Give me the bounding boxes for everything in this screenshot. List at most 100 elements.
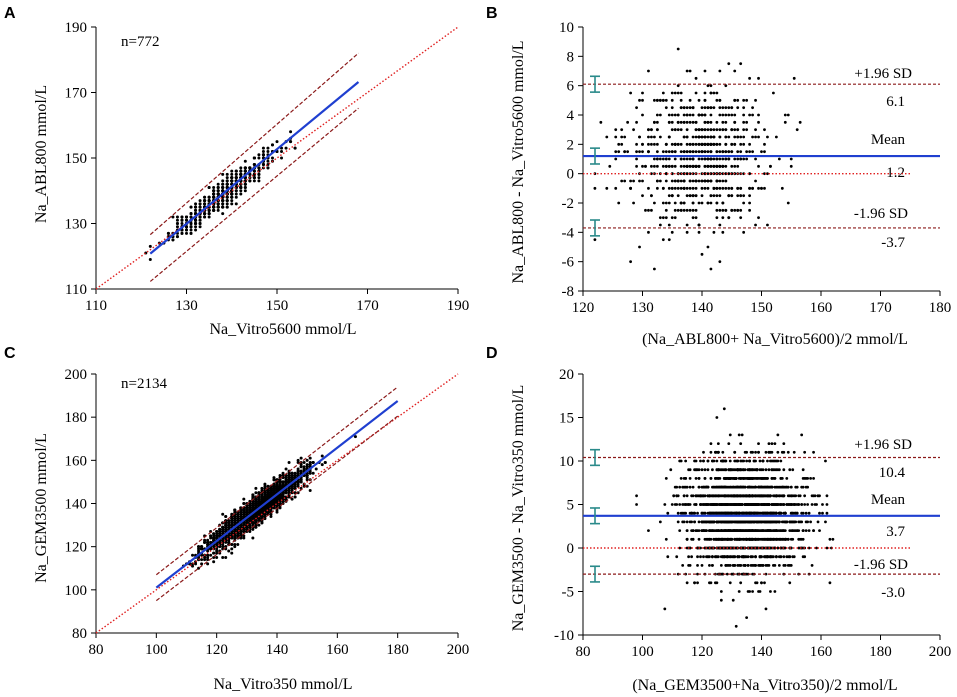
panel-b-point [661, 201, 665, 205]
panel-b-point [658, 135, 662, 139]
panel-b-point [703, 142, 707, 146]
panel-c-point [248, 508, 252, 512]
panel-c-point [323, 460, 327, 464]
panel-b-point [715, 194, 719, 198]
panel-d-point [815, 546, 818, 550]
panel-b-point [670, 194, 674, 198]
panel-c-point [203, 540, 207, 544]
panel-c-point [254, 502, 258, 505]
panel-c-point [236, 527, 240, 531]
panel-b-point [676, 47, 680, 51]
panel-c-x-tick-label: 200 [447, 642, 470, 658]
panel-b-point [739, 194, 743, 198]
panel-c-point [266, 510, 270, 514]
panel-c-point [242, 536, 246, 540]
panel-b-x-tick-label: 150 [750, 300, 773, 316]
panel-b-point [647, 69, 650, 73]
panel-b-y-axis-title: Na_ABL800 - Na_Vitro5600 mmol/L [510, 40, 527, 283]
panel-b-point [742, 135, 746, 139]
panel-b-point [766, 223, 769, 227]
panel-a-x-tick-label: 190 [447, 298, 470, 314]
panel-b-point [655, 179, 659, 183]
panel-a-upper-band-line [149, 52, 359, 236]
panel-c-identity-line [95, 373, 459, 634]
panel-b-point [709, 201, 713, 205]
panel-a-annotation: n=772 [121, 34, 159, 50]
panel-b-point [709, 142, 713, 146]
panel-b-point [742, 194, 746, 198]
panel-b-point [703, 91, 707, 95]
panel-b-point [673, 179, 677, 183]
panel-c-point [209, 553, 213, 557]
panel-b-point [727, 172, 731, 176]
panel-d-point [708, 564, 711, 567]
panel-b-point [703, 150, 707, 154]
panel-c-point [263, 493, 267, 497]
panel-c-point [239, 525, 243, 529]
panel-b-point [647, 135, 650, 139]
panel-b-point [706, 150, 710, 154]
panel-b-point [632, 179, 635, 183]
panel-a-point [198, 199, 202, 203]
panel-b-point [664, 98, 668, 102]
panel-b-point [688, 142, 692, 146]
panel-c-point [269, 514, 273, 518]
panel-b-point [635, 106, 638, 110]
panel-b-point [757, 120, 760, 124]
panel-c-point [212, 536, 216, 540]
panel-b-point [670, 179, 674, 183]
panel-b-point [685, 172, 689, 176]
panel-c-point [206, 553, 210, 557]
panel-c-point [275, 482, 279, 486]
panel-c-point [224, 525, 228, 529]
panel-a-point [189, 212, 193, 216]
panel-c-point [224, 555, 228, 559]
panel-c-point [311, 471, 315, 475]
panel-d-upper-loa-label: +1.96 SD [854, 437, 912, 453]
panel-c-point [227, 534, 231, 538]
panel-b-point [682, 186, 686, 190]
panel-b-point [694, 208, 698, 212]
panel-b-point [685, 208, 689, 212]
panel-b-point [635, 120, 638, 124]
panel-c-point [278, 493, 282, 497]
panel-b-point [599, 120, 603, 124]
panel-c-point [308, 460, 312, 464]
panel-a-point [180, 218, 184, 222]
panel-b-point [730, 150, 734, 154]
panel-c-point [251, 508, 255, 512]
panel-c-point [305, 476, 309, 480]
panel-b-point [709, 194, 713, 198]
panel-d-point [789, 564, 793, 567]
panel-c-point [209, 534, 213, 538]
panel-b-point [691, 164, 695, 168]
panel-b-point [754, 135, 757, 139]
panel-c-point [242, 521, 246, 525]
panel-a-point [289, 140, 293, 144]
panel-b-point [736, 150, 740, 154]
panel-c-point [272, 486, 276, 490]
panel-b-point [697, 142, 701, 146]
panel-d-y-tick-label: -5 [562, 585, 575, 601]
panel-a-point [252, 156, 256, 160]
panel-a-point [234, 192, 238, 196]
panel-b-point [650, 164, 653, 168]
panel-b-point [667, 238, 671, 242]
panel-a-point [243, 166, 247, 170]
panel-b-point [712, 142, 716, 146]
panel-b-point [676, 84, 680, 88]
panel-a-point [225, 172, 229, 176]
panel-b-point [715, 179, 719, 183]
panel-c-point [263, 495, 267, 499]
panel-b-point [661, 216, 665, 220]
panel-c-point [281, 482, 285, 486]
panel-b-point [679, 186, 683, 190]
panel-c-point [236, 534, 240, 538]
panel-b-point [673, 113, 677, 117]
panel-c-point [230, 536, 234, 540]
panel-b-point [739, 216, 743, 220]
panel-b-point [658, 98, 662, 102]
panel-c-point [215, 530, 219, 534]
panel-b-point [670, 128, 674, 132]
panel-c-point [233, 514, 237, 518]
